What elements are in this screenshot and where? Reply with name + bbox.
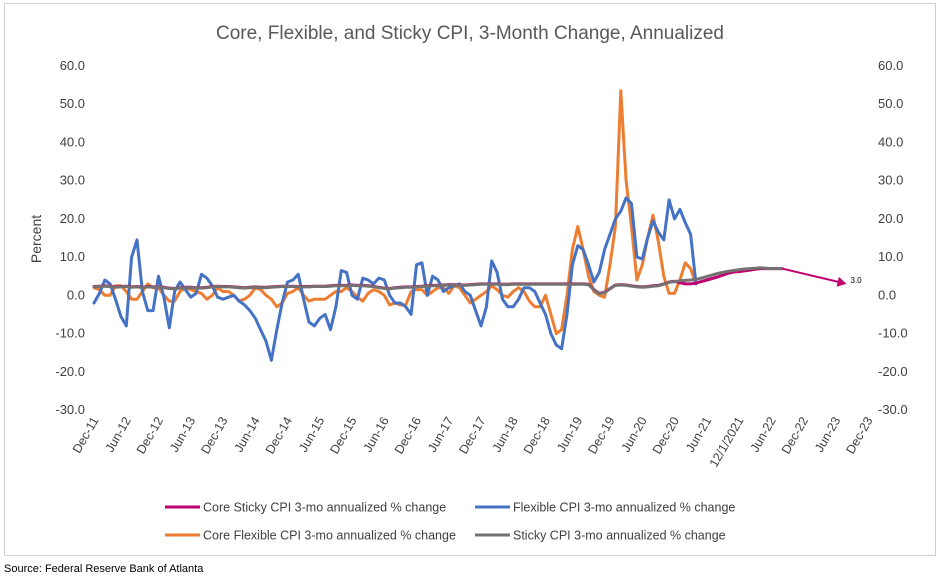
y-tick-label-left: 10.0 [60,249,85,264]
chart-title: Core, Flexible, and Sticky CPI, 3-Month … [216,23,724,44]
x-tick-label: Dec-17 [456,414,488,456]
x-tick-label: Jun-14 [232,414,263,454]
forecast-arrow-line [781,267,841,284]
x-tick-label: Dec-22 [779,414,811,456]
y-tick-labels-left: 60.0 50.0 40.0 30.0 20.0 10.0 0.0 -10.0 -20.0 -30… [55,58,85,417]
x-tick-label: Jun-15 [296,414,327,454]
y-tick-label-right: 40.0 [878,134,903,149]
x-tick-label: Dec-19 [585,414,617,456]
y-tick-label-left: 50.0 [60,96,85,111]
y-tick-label-right: 60.0 [878,58,903,73]
legend-label-core-flexible: Core Flexible CPI 3-mo annualized % chan… [203,529,456,543]
x-tick-label: Jun-22 [748,414,779,454]
x-tick-label: Jun-20 [619,414,650,454]
x-tick-label: Dec-14 [263,414,295,456]
legend-label-flexible: Flexible CPI 3-mo annualized % change [513,501,735,515]
forecast-value-label: 3.0 [851,276,863,285]
y-tick-label-right: 30.0 [878,173,903,188]
source-note: Source: Federal Reserve Bank of Atlanta [4,563,204,575]
chart-svg: Core, Flexible, and Sticky CPI, 3-Month … [28,23,908,543]
x-tick-label: Dec-23 [843,414,875,456]
y-tick-label-left: -10.0 [55,326,85,341]
x-tick-label: Jun-19 [554,414,585,454]
y-tick-label-left: 60.0 [60,58,85,73]
x-tick-label: Jun-13 [167,414,198,454]
x-tick-label: Jun-17 [425,414,456,454]
legend-label-sticky: Sticky CPI 3-mo annualized % change [513,529,726,543]
y-tick-label-left: -20.0 [55,364,85,379]
x-tick-label: Dec-12 [134,414,166,456]
y-tick-label-left: -30.0 [55,402,85,417]
x-tick-label: Jun-18 [490,414,521,454]
forecast-annotation: 3.0 [781,267,863,287]
y-tick-label-left: 40.0 [60,134,85,149]
y-tick-label-right: 10.0 [878,249,903,264]
y-tick-label-right: -10.0 [878,326,908,341]
x-tick-label: Dec-16 [392,414,424,456]
x-tick-label: Jun-21 [683,414,714,454]
y-axis-label: Percent [28,215,44,263]
y-tick-labels-right: 60.0 50.0 40.0 30.0 20.0 10.0 0.0 -10.0 -20.0 -30… [878,58,908,417]
x-tick-label: Jun-16 [361,414,392,454]
y-tick-label-right: 20.0 [878,211,903,226]
y-tick-label-right: 50.0 [878,96,903,111]
x-tick-label: Jun-12 [103,414,134,454]
x-tick-label: Dec-15 [327,414,359,456]
legend-label-core-sticky: Core Sticky CPI 3-mo annualized % change [203,501,446,515]
series-line-core-flexible [92,89,698,336]
x-tick-label: Dec-18 [521,414,553,456]
x-tick-labels: Dec-11 Jun-12 Dec-12 Jun-13 Dec-13 Jun-14 Dec-… [70,414,876,469]
chart-frame: Core, Flexible, and Sticky CPI, 3-Month … [4,3,936,556]
plot-area [92,89,784,362]
x-tick-label: Dec-13 [198,414,230,456]
forecast-arrow-head [836,276,847,287]
legend: Core Sticky CPI 3-mo annualized % change… [165,501,735,543]
y-tick-label-right: 0.0 [878,287,896,302]
y-tick-label-left: 0.0 [67,287,85,302]
series-line-sticky [92,266,784,296]
x-tick-label: Dec-11 [70,414,102,455]
y-tick-label-left: 20.0 [60,211,85,226]
x-tick-label: Jun-23 [812,414,843,454]
x-tick-label: Dec-20 [650,414,682,456]
y-tick-label-left: 30.0 [60,173,85,188]
y-tick-label-right: -20.0 [878,364,908,379]
y-tick-label-right: -30.0 [878,402,908,417]
series-line-flexible [92,196,698,362]
